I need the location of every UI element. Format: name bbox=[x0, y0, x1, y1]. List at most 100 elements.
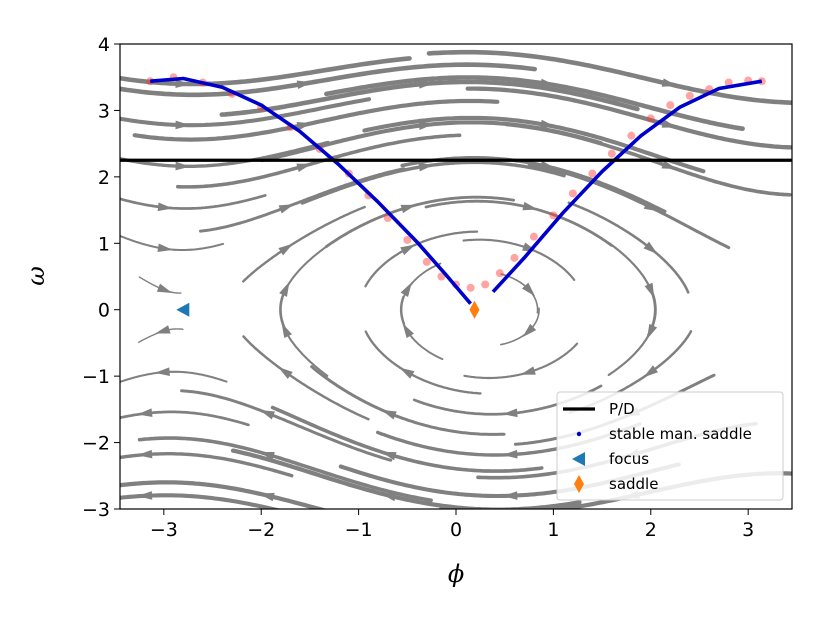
streamline-arrow bbox=[644, 282, 655, 299]
x-tick-label: 2 bbox=[645, 519, 657, 541]
trajectory-point bbox=[481, 280, 490, 289]
trajectory-point bbox=[529, 232, 538, 241]
streamline-arrow bbox=[296, 163, 312, 172]
x-axis-ticks: −3 −2 −1 0 1 2 3 bbox=[150, 509, 754, 541]
trajectory-point bbox=[422, 257, 431, 266]
streamline-arrow bbox=[137, 408, 153, 417]
legend-diamond-marker bbox=[574, 475, 584, 493]
y-tick-label: −1 bbox=[82, 366, 110, 388]
x-tick-label: −1 bbox=[345, 519, 373, 541]
y-tick-label: 0 bbox=[98, 300, 110, 322]
y-axis-label: ω bbox=[22, 266, 50, 286]
streamline-arrow bbox=[157, 202, 173, 212]
streamline bbox=[120, 97, 372, 128]
streamline-arrow bbox=[400, 204, 416, 214]
trajectory-point bbox=[666, 101, 675, 110]
trajectory-point bbox=[627, 131, 636, 140]
trajectory-point bbox=[510, 253, 519, 262]
streamline-arrow bbox=[296, 80, 312, 90]
streamline-arrow bbox=[175, 79, 191, 89]
legend-label: focus bbox=[609, 450, 649, 468]
streamline-arrow bbox=[381, 409, 397, 420]
streamline bbox=[426, 49, 792, 105]
y-tick-label: −3 bbox=[82, 499, 110, 521]
streamline-arrow bbox=[661, 78, 678, 87]
streamline bbox=[364, 330, 482, 395]
stable-manifold-left-branch bbox=[150, 76, 472, 305]
trajectory-point bbox=[646, 114, 655, 123]
trajectory-point bbox=[466, 283, 475, 292]
streamlines bbox=[120, 49, 792, 509]
streamline-arrow bbox=[400, 282, 412, 297]
streamline bbox=[120, 410, 250, 427]
legend-box bbox=[556, 391, 784, 501]
streamline-arrow bbox=[399, 367, 415, 379]
trajectory-point bbox=[146, 77, 155, 86]
streamline-arrow bbox=[647, 323, 658, 340]
legend-label: P/D bbox=[609, 400, 635, 418]
streamline-arrow bbox=[643, 365, 658, 378]
streamline-arrow bbox=[137, 491, 153, 500]
streamline bbox=[463, 342, 579, 380]
x-tick-label: 0 bbox=[450, 519, 462, 541]
streamline-arrow bbox=[278, 204, 294, 214]
legend-triangle-marker bbox=[572, 452, 585, 466]
streamline bbox=[270, 405, 544, 473]
streamline-arrow bbox=[418, 162, 434, 172]
streamline-arrow bbox=[279, 281, 290, 297]
streamline bbox=[500, 307, 540, 346]
legend-label: saddle bbox=[609, 475, 658, 493]
streamline bbox=[462, 238, 576, 281]
streamline-arrow bbox=[502, 408, 518, 418]
trajectory-point bbox=[568, 189, 577, 198]
x-tick-label: −3 bbox=[150, 519, 178, 541]
y-tick-label: 2 bbox=[98, 167, 110, 189]
stable-manifold-right-branch bbox=[491, 79, 763, 294]
streamline-arrow bbox=[157, 243, 173, 253]
legend-label: stable man. saddle bbox=[609, 425, 752, 443]
streamline bbox=[120, 451, 294, 478]
saddle-marker bbox=[469, 300, 480, 319]
streamline-arrow bbox=[137, 449, 153, 459]
streamline-arrow bbox=[502, 449, 518, 459]
streamline-arrow bbox=[418, 80, 434, 89]
legend: P/D stable man. saddle focus saddle bbox=[556, 391, 784, 501]
trajectory-point bbox=[549, 211, 558, 220]
trajectory-point bbox=[685, 91, 694, 100]
trajectory-point bbox=[588, 169, 597, 178]
streamline-arrow bbox=[502, 491, 518, 500]
streamline-arrow bbox=[661, 119, 677, 128]
trajectory-point bbox=[724, 78, 733, 87]
streamline bbox=[242, 205, 366, 283]
streamline-arrow bbox=[156, 283, 173, 294]
streamline-arrow bbox=[520, 366, 536, 375]
trajectory-point bbox=[495, 269, 504, 278]
streamline-arrow bbox=[643, 241, 658, 255]
x-tick-label: 1 bbox=[547, 519, 559, 541]
streamline-arrow bbox=[402, 323, 415, 339]
streamline-arrow bbox=[154, 367, 170, 376]
streamline bbox=[364, 230, 479, 288]
x-tick-label: −2 bbox=[247, 519, 275, 541]
y-tick-label: 4 bbox=[98, 34, 110, 56]
streamline-arrow bbox=[259, 410, 275, 420]
streamline-arrow bbox=[522, 323, 537, 338]
x-axis-label: ϕ bbox=[448, 560, 464, 588]
y-tick-label: 1 bbox=[98, 233, 110, 255]
streamline-arrow bbox=[418, 121, 434, 130]
streamline-arrow bbox=[661, 160, 677, 170]
legend-dot-marker bbox=[576, 431, 582, 437]
focus-marker bbox=[176, 302, 190, 317]
streamline-arrow bbox=[381, 451, 397, 461]
streamline-arrow bbox=[522, 201, 538, 211]
streamline-arrow bbox=[400, 244, 416, 256]
streamline bbox=[465, 86, 792, 150]
streamline-arrow bbox=[259, 451, 275, 461]
streamline bbox=[242, 335, 370, 421]
streamline-arrow bbox=[175, 120, 191, 130]
streamline-arrow bbox=[540, 78, 556, 88]
x-tick-label: 3 bbox=[742, 519, 754, 541]
streamline-arrow bbox=[278, 366, 293, 380]
streamline-arrow bbox=[278, 243, 294, 256]
